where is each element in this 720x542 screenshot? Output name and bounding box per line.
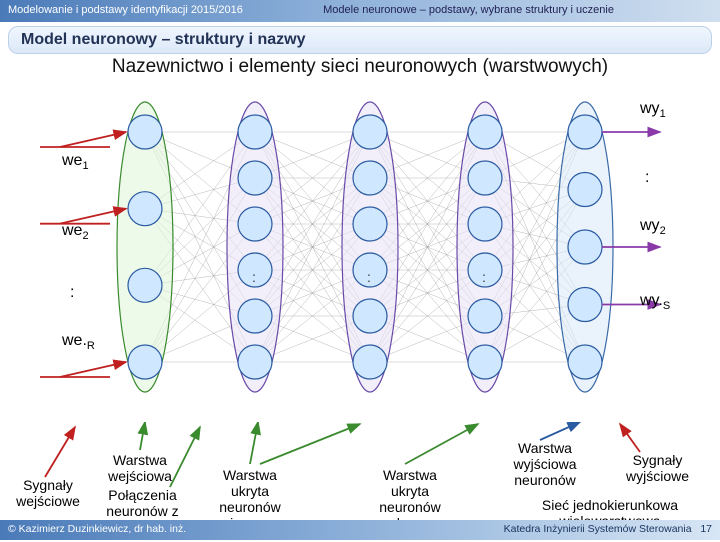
svg-text::: : (367, 269, 371, 285)
lab-sygnaly-we: Sygnaływejściowe (8, 477, 88, 509)
label-we1: we1 (62, 152, 89, 172)
footer-left: © Kazimierz Duzinkiewicz, dr hab. inż. (0, 520, 344, 540)
svg-text::: : (482, 269, 486, 285)
footer-right: Katedra Inżynierii Systemów Sterowania 1… (344, 520, 720, 540)
label-weR: we.R (62, 332, 95, 352)
label-wy2: wy2 (640, 217, 666, 237)
header-left: Modelowanie i podstawy identyfikacji 201… (0, 0, 315, 22)
lab-sygnaly-wy: Sygnaływyjściowe (615, 452, 700, 484)
network-svg: ::::: (0, 82, 720, 422)
lab-warstwa-we: Warstwawejściowa (100, 452, 180, 484)
lab-warstwa-wy: Warstwawyjściowaneuronów (500, 440, 590, 488)
svg-text::: : (252, 269, 256, 285)
subtitle-bar: Model neuronowy – struktury i nazwy (8, 26, 712, 54)
label-wy1: wy1 (640, 100, 666, 120)
label-we2: we2 (62, 222, 89, 242)
header-right: Modele neuronowe – podstawy, wybrane str… (315, 0, 720, 22)
main-title: Nazewnictwo i elementy sieci neuronowych… (0, 56, 720, 78)
network-diagram: ::::: we1 we2 we.R wy1 wy2 wy.S (0, 82, 720, 422)
svg-text::: : (70, 284, 74, 301)
svg-text::: : (645, 169, 649, 186)
label-wyS: wy.S (640, 292, 670, 312)
